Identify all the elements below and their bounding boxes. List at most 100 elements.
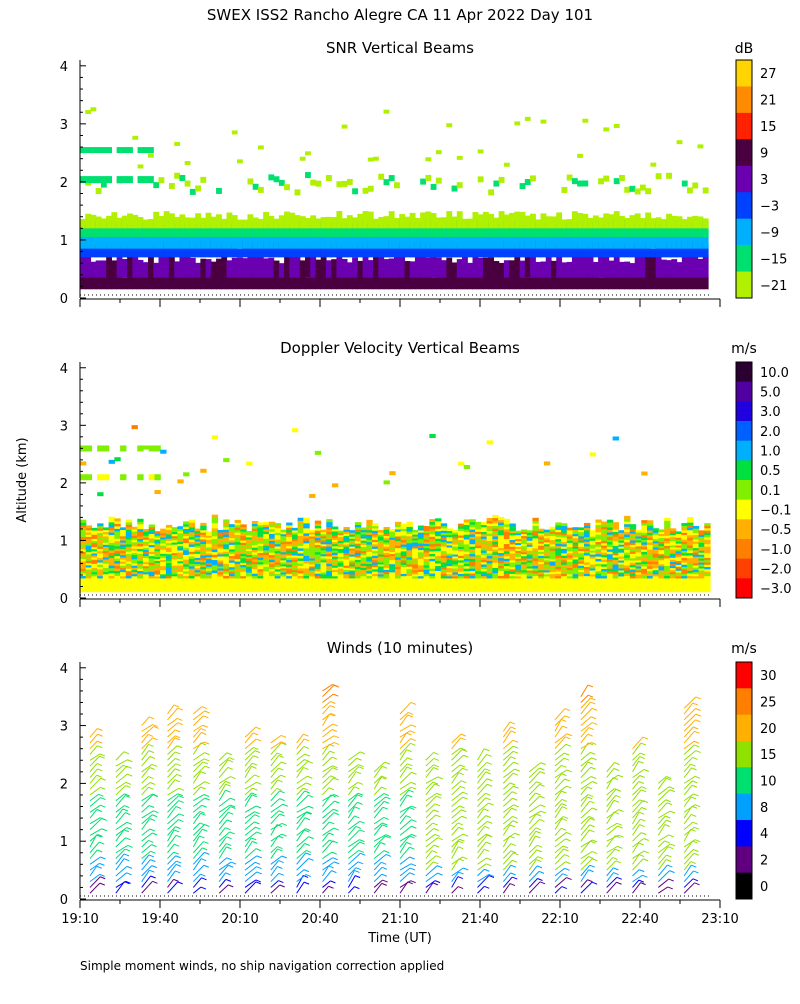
wind-barb-flag: [512, 798, 517, 800]
heatmap-cell: [315, 578, 321, 592]
wind-barb: [193, 848, 202, 859]
heatmap-cell: [447, 578, 453, 592]
heatmap-cell: [91, 578, 97, 592]
heatmap-cell: [132, 215, 138, 228]
heatmap-cell: [498, 517, 504, 520]
heatmap-cell: [640, 257, 646, 278]
wind-barb-flag: [535, 793, 540, 795]
heatmap-cell: [609, 214, 615, 228]
wind-barb-flag: [565, 737, 570, 739]
heatmap-cell: [551, 261, 557, 278]
heatmap-cell: [603, 254, 609, 278]
wind-barb-flag: [176, 807, 181, 809]
wind-barb-flag: [154, 726, 159, 728]
wind-barb-flag: [175, 780, 180, 782]
wind-barb: [297, 844, 305, 853]
heatmap-cell: [462, 219, 468, 228]
wind-barb-flag: [407, 764, 412, 766]
wind-barb-flag: [306, 875, 311, 877]
heatmap-cell: [424, 578, 430, 592]
heatmap-cell: [274, 219, 280, 229]
heatmap-cell: [160, 578, 166, 592]
wind-barb-flag: [484, 886, 489, 888]
wind-barb: [555, 846, 563, 853]
heatmap-cell: [515, 531, 521, 534]
heatmap-cell: [677, 216, 683, 228]
wind-barb: [400, 873, 410, 882]
heatmap-cell: [368, 158, 374, 162]
heatmap-cell: [603, 213, 609, 228]
wind-barb-flag: [485, 769, 490, 771]
wind-barb-flag: [225, 790, 230, 792]
heatmap-cell: [246, 531, 252, 534]
wind-barb-flag: [304, 739, 309, 741]
heatmap-cell: [582, 180, 588, 186]
heatmap-cell: [567, 219, 573, 228]
heatmap-cell: [520, 212, 526, 228]
wind-barb: [529, 836, 535, 847]
heatmap-cell: [326, 260, 332, 277]
wind-barb-flag: [281, 762, 286, 764]
heatmap-cell: [295, 256, 301, 278]
wind-barb: [452, 748, 461, 754]
heatmap-cell: [263, 277, 269, 289]
wind-barb: [323, 778, 334, 789]
wind-barb-flag: [536, 860, 541, 862]
wind-barb-flag: [178, 820, 183, 822]
wind-barb-flag: [536, 814, 541, 816]
wind-barb: [478, 876, 489, 888]
wind-barb-flag: [256, 867, 261, 869]
heatmap-cell: [661, 219, 667, 228]
heatmap-cell: [298, 518, 304, 521]
heatmap-cell: [389, 471, 395, 475]
wind-barb-flag: [174, 844, 179, 846]
heatmap-cell: [535, 219, 541, 228]
heatmap-cell: [446, 258, 452, 278]
wind-barb: [323, 801, 335, 812]
wind-barb-flag: [177, 774, 182, 776]
wind-barb-flag: [329, 886, 334, 888]
wind-barb: [478, 826, 485, 835]
heatmap-cell: [284, 248, 290, 257]
wind-barb-flag: [407, 795, 412, 797]
heatmap-cell: [80, 474, 86, 480]
heatmap-cell: [420, 257, 426, 278]
wind-barb-flag: [179, 814, 184, 816]
heatmap-cell: [687, 517, 693, 520]
heatmap-cell: [242, 220, 248, 229]
heatmap-cell: [666, 214, 672, 229]
wind-barb-flag: [438, 838, 443, 840]
heatmap-cell: [458, 578, 464, 592]
wind-barb-flag: [334, 778, 339, 780]
wind-barb-flag: [253, 733, 258, 735]
wind-barb-flag: [565, 868, 570, 870]
heatmap-cell: [499, 263, 505, 278]
heatmap-cell: [347, 179, 353, 185]
heatmap-cell: [671, 259, 677, 278]
heatmap-cell: [593, 215, 599, 228]
heatmap-cell: [101, 176, 107, 183]
wind-barb: [142, 782, 150, 789]
heatmap-cell: [425, 157, 431, 161]
heatmap-cell: [630, 263, 636, 278]
heatmap-cell: [138, 164, 144, 168]
heatmap-cell: [216, 188, 222, 194]
wind-barb-flag: [150, 829, 155, 831]
colorbar-swatch: [736, 519, 752, 539]
wind-barb: [142, 829, 150, 835]
heatmap-cell: [366, 578, 372, 592]
heatmap-cell: [227, 276, 233, 289]
heatmap-cell: [138, 217, 144, 228]
wind-barb: [245, 782, 256, 789]
figure-title: SWEX ISS2 Rancho Alegre CA 11 Apr 2022 D…: [207, 6, 593, 24]
heatmap-cell: [132, 425, 138, 429]
wind-barb-flag: [537, 866, 542, 868]
heatmap-cell: [206, 531, 212, 534]
wind-barb-flag: [360, 752, 365, 754]
wind-barb: [452, 797, 463, 806]
wind-barb: [529, 845, 537, 852]
wind-barb-flag: [330, 702, 335, 704]
heatmap-cell: [687, 217, 693, 229]
wind-barb-flag: [434, 810, 439, 812]
